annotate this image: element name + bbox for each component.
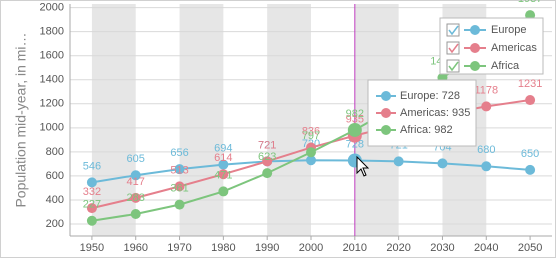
value-label: 982 (346, 108, 364, 120)
y-tick-label: 1600 (40, 50, 64, 62)
point (174, 164, 185, 175)
legend-marker (470, 43, 480, 53)
point (130, 192, 141, 203)
x-tick-label: 1970 (167, 242, 191, 254)
stripe (179, 4, 224, 236)
legend-label: Europe (491, 24, 526, 36)
y-tick-label: 2000 (40, 2, 64, 14)
point (347, 122, 362, 137)
value-label: 694 (214, 143, 232, 155)
point (262, 168, 273, 179)
x-tick-label: 2010 (343, 242, 367, 254)
point (174, 181, 185, 192)
point (218, 186, 229, 197)
value-label: 680 (477, 144, 495, 156)
tooltip-marker (381, 108, 391, 118)
y-tick-label: 1000 (40, 122, 64, 134)
legend-checkbox[interactable] (446, 23, 460, 37)
value-label: 1937 (518, 0, 542, 5)
y-tick-label: 1400 (40, 74, 64, 86)
value-label: 332 (83, 186, 101, 198)
value-label: 721 (258, 139, 276, 151)
legend: Europe Americas Africa (439, 17, 544, 75)
x-tick-label: 2020 (386, 242, 410, 254)
point (130, 209, 141, 220)
point (218, 159, 229, 170)
y-tick-label: 1200 (40, 98, 64, 110)
point (218, 169, 229, 180)
value-label: 471 (214, 169, 232, 181)
legend-label: Africa (491, 60, 520, 72)
value-label: 361 (170, 183, 188, 195)
point (525, 164, 536, 175)
value-label: 546 (83, 160, 101, 172)
value-label: 1231 (518, 78, 542, 90)
y-tick-label: 800 (46, 146, 64, 158)
x-tick-label: 2040 (474, 242, 498, 254)
point (437, 158, 448, 169)
value-label: 227 (83, 199, 101, 211)
legend-marker (470, 61, 480, 71)
value-label: 1178 (474, 84, 498, 96)
point (262, 156, 273, 167)
value-label: 650 (521, 148, 539, 160)
value-label: 656 (170, 147, 188, 159)
legend-check (448, 61, 459, 72)
value-label: 836 (302, 125, 320, 137)
legend-label: Americas (491, 42, 537, 54)
stripe (267, 4, 311, 236)
stripe (91, 4, 136, 236)
x-tick-label: 1990 (255, 242, 279, 254)
legend-checkbox[interactable] (446, 59, 460, 73)
point (86, 215, 97, 226)
legend-check (448, 25, 459, 36)
x-tick-label: 2050 (518, 242, 542, 254)
point (525, 95, 536, 106)
x-tick-label: 1950 (80, 242, 104, 254)
value-label: 283 (127, 192, 145, 204)
legend-marker (470, 25, 480, 35)
y-tick-label: 400 (46, 194, 64, 206)
point (306, 147, 316, 158)
value-label: 935 (346, 114, 364, 126)
y-tick-label: 600 (46, 170, 64, 182)
point (174, 199, 185, 210)
point (86, 177, 97, 188)
value-label: 623 (258, 151, 276, 163)
legend-check (448, 43, 459, 54)
x-tick-label: 1960 (123, 242, 147, 254)
x-tick-label: 2030 (430, 242, 454, 254)
cursor (356, 155, 370, 177)
value-label: 513 (170, 164, 188, 176)
tooltip-text: Africa: 982 (400, 124, 453, 136)
legend-checkbox[interactable] (446, 41, 460, 55)
value-label: 721 (258, 139, 276, 151)
point (481, 101, 492, 112)
point (481, 161, 492, 172)
y-axis-title: Population mid-year, in mi… (13, 32, 29, 207)
x-tick-label: 1980 (211, 242, 235, 254)
tooltip-text: Europe: 728 (400, 90, 460, 102)
point (306, 155, 316, 166)
value-label: 605 (127, 153, 145, 165)
y-tick-label: 1800 (40, 26, 64, 38)
value-label: 797 (302, 130, 320, 142)
value-label: 417 (127, 176, 145, 188)
value-label: 728 (346, 138, 364, 150)
point (130, 170, 141, 181)
point (86, 203, 97, 214)
value-label: 614 (214, 152, 232, 164)
tooltip: Europe: 728 Americas: 935 Africa: 982 (367, 79, 477, 147)
x-tick-label: 2000 (299, 242, 323, 254)
tooltip-marker (381, 125, 391, 135)
point (393, 156, 404, 167)
tooltip-marker (381, 91, 391, 101)
tooltip-text: Americas: 935 (400, 107, 470, 119)
y-tick-label: 200 (46, 218, 64, 230)
